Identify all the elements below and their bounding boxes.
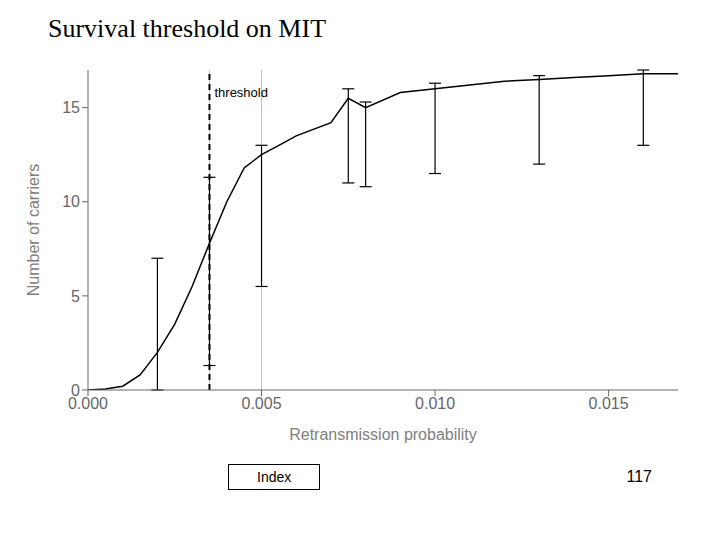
- svg-text:10: 10: [62, 193, 80, 210]
- svg-text:0.005: 0.005: [242, 395, 282, 412]
- svg-text:threshold: threshold: [214, 85, 267, 100]
- svg-text:Retransmission probability: Retransmission probability: [289, 426, 477, 443]
- svg-text:5: 5: [71, 288, 80, 305]
- html-text:Survival threshold on MIT: Survival threshold on MIT: [48, 14, 326, 43]
- svg-text:0.000: 0.000: [68, 395, 108, 413]
- svg-text:0.015: 0.015: [589, 395, 629, 412]
- html-text:117: 117: [626, 468, 652, 485]
- svg-text:0.010: 0.010: [415, 395, 455, 412]
- html-text:Index: Index: [257, 469, 292, 485]
- svg-text:15: 15: [62, 99, 80, 116]
- svg-text:0: 0: [71, 382, 80, 399]
- svg-text:Number of carriers: Number of carriers: [25, 164, 42, 296]
